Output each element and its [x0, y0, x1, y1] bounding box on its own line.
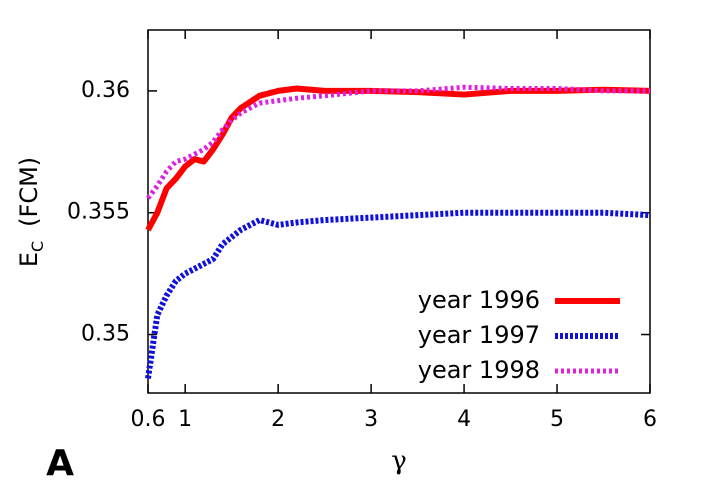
x-tick-label: 6 — [643, 407, 657, 432]
series-line — [145, 209, 651, 379]
series-line — [145, 85, 651, 232]
y-label-main: E — [15, 252, 43, 267]
legend-label: year 1997 — [418, 321, 540, 349]
x-tick-label: 4 — [457, 407, 471, 432]
x-tick-label: 3 — [364, 407, 378, 432]
y-axis-label: EC (FCM) — [15, 157, 47, 267]
y-tick-label: 0.355 — [67, 200, 130, 225]
x-axis-label: γ — [391, 446, 407, 476]
x-tick-label: 0.6 — [131, 407, 166, 432]
y-label-unit: (FCM) — [15, 157, 43, 227]
x-tick-label: 1 — [178, 407, 192, 432]
x-tick-label: 5 — [550, 407, 564, 432]
panel-label: A — [46, 443, 74, 484]
y-tick-label: 0.35 — [81, 322, 130, 347]
series-line — [146, 84, 650, 200]
y-label-sub: C — [28, 241, 47, 252]
plot-frame — [147, 29, 651, 394]
legend-label: year 1998 — [418, 356, 540, 384]
x-tick-label: 2 — [271, 407, 285, 432]
legend-label: year 1996 — [418, 286, 540, 314]
y-tick-label: 0.36 — [81, 78, 130, 103]
